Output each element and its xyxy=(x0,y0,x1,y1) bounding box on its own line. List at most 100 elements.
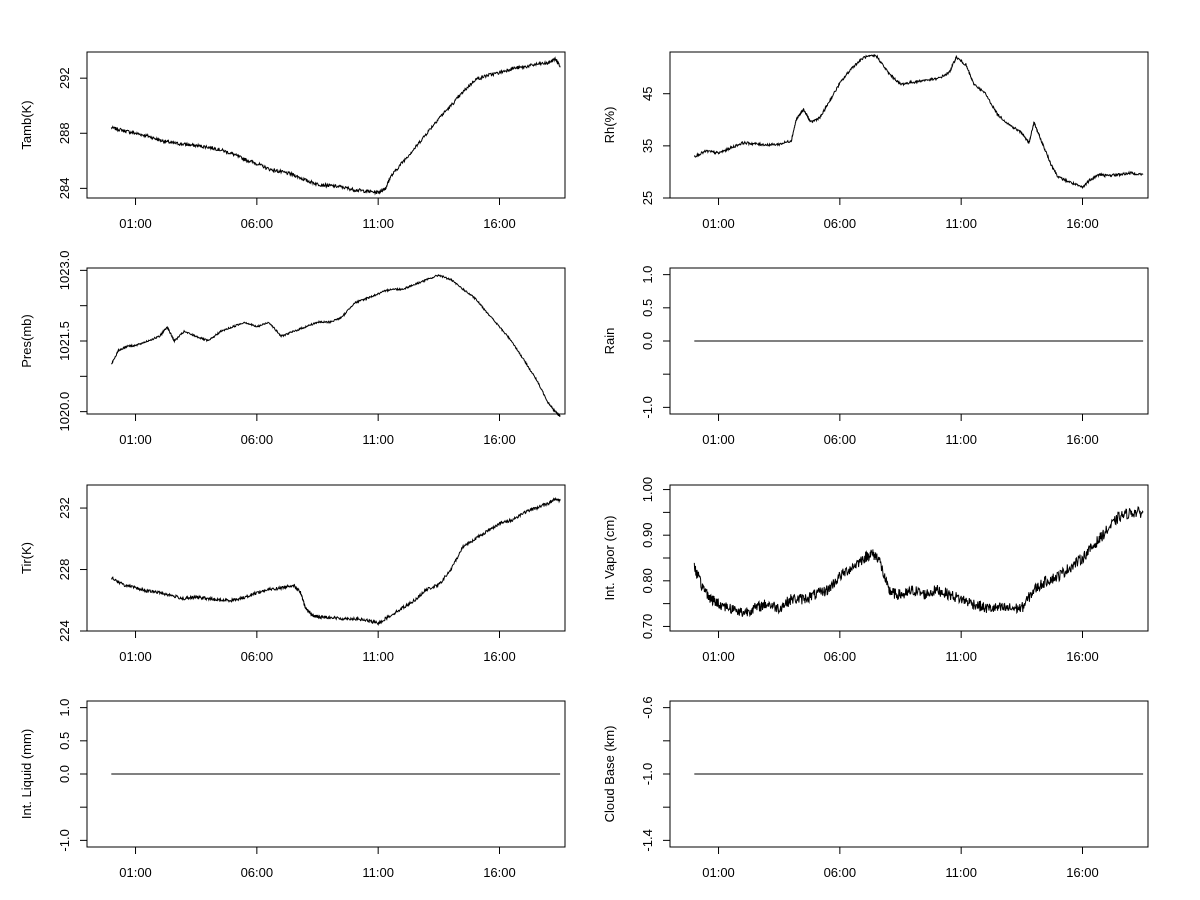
x-tick-label: 06:00 xyxy=(241,865,274,880)
x-tick-label: 11:00 xyxy=(945,216,977,231)
x-tick-label: 16:00 xyxy=(1066,432,1099,447)
y-tick-label: -1.0 xyxy=(640,396,655,418)
y-axis: 1020.0 1021.5 1023.0 xyxy=(57,250,87,432)
x-tick-label: 01:00 xyxy=(702,216,735,231)
x-tick-label: 01:00 xyxy=(119,649,152,664)
x-tick-label: 11:00 xyxy=(945,865,977,880)
y-tick-label: -1.0 xyxy=(640,763,655,785)
panel-rain: 01:00 06:00 11:00 16:00 -1.0 0.0 0.5 1.0 Rain xyxy=(602,266,1149,447)
x-tick-label: 01:00 xyxy=(702,432,735,447)
y-axis: 0.70 0.80 0.90 1.00 xyxy=(640,477,670,639)
y-tick-label: 224 xyxy=(57,620,72,642)
x-axis: 01:00 06:00 11:00 16:00 xyxy=(702,847,1099,880)
x-tick-label: 11:00 xyxy=(945,432,977,447)
x-tick-label: 01:00 xyxy=(119,865,152,880)
series-line-intvapor xyxy=(693,506,1144,618)
x-tick-label: 16:00 xyxy=(483,649,516,664)
y-tick-label: 25 xyxy=(640,191,655,205)
panel-tir: 01:00 06:00 11:00 16:00 224 228 232 Tir(K) xyxy=(19,484,566,664)
y-tick-label: 35 xyxy=(640,139,655,153)
x-axis: 01:00 06:00 11:00 16:00 xyxy=(119,631,516,664)
panel-rh: 01:00 06:00 11:00 16:00 25 35 45 Rh(%) xyxy=(602,51,1149,231)
x-axis: 01:00 06:00 11:00 16:00 xyxy=(119,414,516,447)
y-tick-label: 0.70 xyxy=(640,614,655,639)
y-axis-label: Int. Liquid (mm) xyxy=(19,729,34,819)
x-tick-label: 11:00 xyxy=(945,649,977,664)
y-axis: 284 288 292 xyxy=(57,67,87,199)
y-tick-label: 1021.5 xyxy=(57,321,72,361)
y-tick-label: 232 xyxy=(57,497,72,519)
y-axis-label: Rh(%) xyxy=(602,107,617,144)
x-tick-label: 01:00 xyxy=(119,432,152,447)
x-axis: 01:00 06:00 11:00 16:00 xyxy=(702,631,1099,664)
y-axis: 224 228 232 xyxy=(57,497,87,642)
plot-frame xyxy=(86,51,566,199)
x-tick-label: 06:00 xyxy=(241,649,274,664)
plot-frame xyxy=(669,51,1149,199)
panel-pres: 01:00 06:00 11:00 16:00 1020.0 1021.5 1023.0 Pr… xyxy=(19,250,566,447)
x-tick-label: 06:00 xyxy=(824,216,857,231)
x-tick-label: 01:00 xyxy=(702,865,735,880)
y-tick-label: 0.90 xyxy=(640,523,655,548)
x-axis: 01:00 06:00 11:00 16:00 xyxy=(119,847,516,880)
series-line-rh xyxy=(693,53,1144,190)
y-axis: 25 35 45 xyxy=(640,86,670,205)
y-axis-label: Rain xyxy=(602,328,617,355)
x-tick-label: 16:00 xyxy=(483,432,516,447)
panels-group: 01:00 06:00 11:00 16:00 284 288 292 Tamb(K) 01:0… xyxy=(19,51,1149,880)
x-tick-label: 16:00 xyxy=(1066,865,1099,880)
x-tick-label: 01:00 xyxy=(119,216,152,231)
y-axis-label: Tir(K) xyxy=(19,542,34,574)
y-tick-label: 284 xyxy=(57,178,72,200)
y-tick-label: 288 xyxy=(57,122,72,144)
x-tick-label: 11:00 xyxy=(362,649,394,664)
x-tick-label: 06:00 xyxy=(241,216,274,231)
y-tick-label: 292 xyxy=(57,67,72,89)
y-axis: -1.0 0.0 0.5 1.0 xyxy=(57,699,87,852)
y-tick-label: -0.6 xyxy=(640,696,655,718)
x-tick-label: 06:00 xyxy=(824,865,857,880)
y-tick-label: 0.5 xyxy=(57,732,72,750)
x-tick-label: 06:00 xyxy=(824,649,857,664)
y-tick-label: 1.00 xyxy=(640,477,655,502)
y-tick-label: -1.4 xyxy=(640,829,655,851)
panel-tamb: 01:00 06:00 11:00 16:00 284 288 292 Tamb(K) xyxy=(19,51,566,231)
y-axis: -1.0 0.0 0.5 1.0 xyxy=(640,266,670,419)
series-line-pres xyxy=(110,274,561,417)
x-tick-label: 06:00 xyxy=(824,432,857,447)
x-tick-label: 11:00 xyxy=(362,432,394,447)
y-tick-label: 0.5 xyxy=(640,299,655,317)
y-tick-label: 45 xyxy=(640,86,655,100)
y-tick-label: 1020.0 xyxy=(57,392,72,432)
y-tick-label: 1.0 xyxy=(57,699,72,717)
x-axis: 01:00 06:00 11:00 16:00 xyxy=(702,198,1099,231)
y-axis-label: Tamb(K) xyxy=(19,100,34,149)
x-tick-label: 16:00 xyxy=(1066,649,1099,664)
x-tick-label: 11:00 xyxy=(362,865,394,880)
panel-intvapor: 01:00 06:00 11:00 16:00 0.70 0.80 0.90 1.00 Int.… xyxy=(602,477,1149,664)
x-axis: 01:00 06:00 11:00 16:00 xyxy=(119,198,516,231)
y-tick-label: 1023.0 xyxy=(57,250,72,290)
y-axis-label: Pres(mb) xyxy=(19,314,34,367)
y-tick-label: -1.0 xyxy=(57,829,72,851)
y-axis-label: Int. Vapor (cm) xyxy=(602,515,617,600)
x-tick-label: 16:00 xyxy=(483,865,516,880)
plot-frame xyxy=(86,484,566,632)
x-tick-label: 06:00 xyxy=(241,432,274,447)
series-line-tir xyxy=(110,496,561,626)
y-tick-label: 0.0 xyxy=(57,765,72,783)
y-tick-label: 0.0 xyxy=(640,332,655,350)
panel-intliquid: 01:00 06:00 11:00 16:00 -1.0 0.0 0.5 1.0 Int. Li… xyxy=(19,699,566,880)
y-tick-label: 1.0 xyxy=(640,266,655,284)
y-axis-label: Cloud Base (km) xyxy=(602,726,617,823)
y-tick-label: 0.80 xyxy=(640,568,655,593)
x-axis: 01:00 06:00 11:00 16:00 xyxy=(702,414,1099,447)
y-tick-label: 228 xyxy=(57,559,72,581)
y-axis: -1.4 -1.0 -0.6 xyxy=(640,696,670,852)
x-tick-label: 01:00 xyxy=(702,649,735,664)
plot-frame xyxy=(86,267,566,415)
x-tick-label: 11:00 xyxy=(362,216,394,231)
series-line-tamb xyxy=(110,56,561,196)
x-tick-label: 16:00 xyxy=(1066,216,1099,231)
